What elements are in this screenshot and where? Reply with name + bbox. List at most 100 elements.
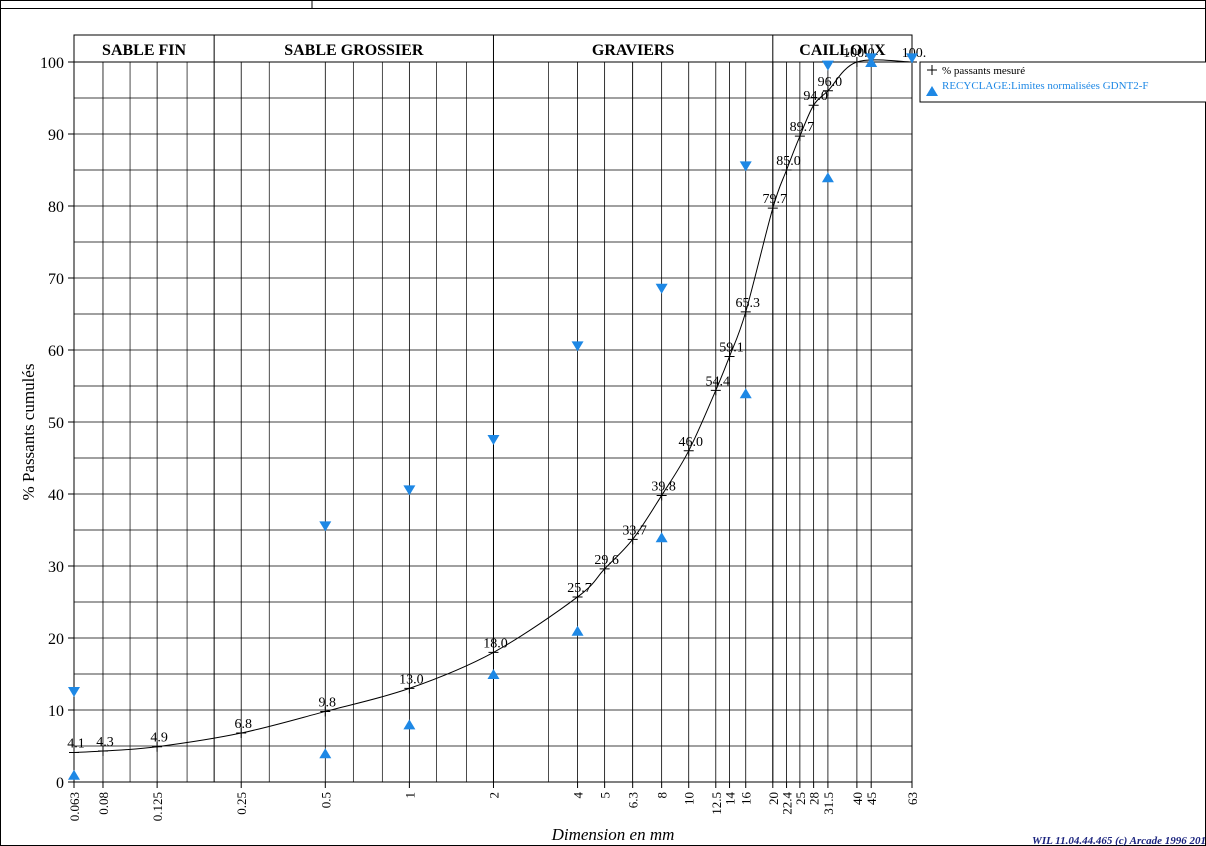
measured-point-label: 33.7: [622, 523, 647, 538]
x-tick-label: 28: [807, 792, 822, 805]
lower-limit-marker: [865, 57, 878, 67]
x-tick-label: 2: [486, 792, 501, 799]
x-tick-label: 0.5: [318, 792, 333, 808]
y-tick-label: 80: [48, 199, 64, 216]
y-tick-label: 10: [48, 703, 64, 720]
measured-point-label: 6.8: [234, 717, 252, 732]
measured-point-marker: [97, 746, 108, 757]
zone-header: SABLE FIN SABLE GROSSIER GRAVIERS CAILLOUX: [73, 35, 886, 782]
measured-point-marker: [627, 534, 638, 545]
zone-label: CAILLOUX: [799, 42, 886, 59]
x-tick-label: 12.5: [709, 792, 724, 815]
measured-point-label: 39.8: [651, 479, 676, 494]
measured-point-marker: [767, 203, 778, 214]
upper-limit-marker: [403, 485, 416, 496]
x-tick-label: 25: [793, 792, 808, 805]
x-tick-label: 6.3: [626, 792, 641, 808]
measured-point-label: 9.8: [319, 695, 337, 710]
x-axis-title: Dimension en mm: [551, 825, 675, 844]
measured-point-label: 89.7: [790, 120, 815, 135]
measured-point-marker: [152, 741, 163, 752]
x-tick-label: 14: [723, 792, 738, 806]
x-tick-label: 16: [739, 792, 754, 806]
y-tick-label: 40: [48, 487, 64, 504]
legend-marker-limits: [926, 86, 938, 96]
y-tick-label: 50: [48, 415, 64, 432]
lower-limit-marker: [571, 625, 584, 636]
upper-limit-marker: [487, 435, 500, 445]
lower-limit-marker: [821, 172, 834, 183]
measured-point-marker: [740, 306, 751, 317]
measured-point-marker: [404, 683, 415, 694]
upper-limit-marker: [821, 60, 834, 71]
x-tick-label: 10: [682, 792, 697, 805]
measured-point-label: 54.4: [706, 374, 731, 389]
measured-point-label: 94.0: [803, 89, 828, 104]
x-tick-label: 5: [598, 792, 613, 799]
y-axis-title: % Passants cumulés: [19, 364, 38, 501]
y-tick-label: 100: [40, 55, 64, 72]
zone-label: GRAVIERS: [592, 42, 675, 59]
measured-point-label: 85.0: [776, 154, 801, 169]
lower-limit-marker: [68, 769, 80, 780]
measured-point-marker: [656, 490, 667, 501]
lower-limit-marker: [739, 388, 752, 399]
upper-limit-marker: [68, 687, 80, 697]
measured-point-marker: [808, 100, 819, 111]
measured-point-marker: [781, 165, 792, 175]
x-tick-label: 63: [905, 792, 920, 805]
measured-point-marker: [822, 85, 833, 96]
measured-point-marker: [851, 57, 862, 67]
measured-point-label: 100.0: [843, 46, 875, 61]
legend-box: [919, 61, 1206, 103]
lower-limit-marker: [403, 719, 416, 730]
x-tick-label: 40: [850, 792, 865, 805]
measured-point-marker: [683, 445, 694, 456]
lower-limit-marker: [319, 748, 332, 759]
x-tick-label: 20: [766, 792, 781, 805]
legend: % passants mesuré RECYCLAGE:Limites norma…: [919, 61, 1206, 103]
measured-point-label: 4.3: [96, 735, 114, 750]
measured-point-label: 65.3: [735, 296, 760, 311]
series: 4.1 4.3 4.9 6.8 9.8 13.0 18.0 25.729.633.7 39.8 4…: [67, 46, 926, 780]
measured-curve: [73, 59, 913, 753]
upper-limit-marker: [739, 161, 752, 172]
measured-point-label: 59.1: [719, 340, 744, 355]
measured-point-marker: [236, 728, 247, 739]
y-tick-label: 90: [48, 127, 64, 144]
upper-limit-marker: [906, 53, 918, 64]
upper-limit-marker: [319, 521, 332, 532]
measured-point-label: 79.7: [763, 192, 788, 207]
x-tick-label: 1: [402, 792, 417, 799]
measured-point-marker: [599, 563, 610, 574]
measured-point-marker: [69, 747, 79, 758]
measured-point-marker: [572, 591, 583, 602]
x-tick-label: 0.25: [234, 792, 249, 815]
y-tick-label: 70: [48, 271, 64, 288]
x-tick-label: 0.125: [150, 792, 165, 821]
measured-point-marker: [794, 131, 805, 142]
upper-limit-marker: [655, 283, 668, 294]
x-tick-label: 8: [655, 792, 670, 799]
measured-point-marker: [488, 647, 499, 658]
measured-point-label: 4.1: [67, 736, 85, 751]
axes: 0 10 20 30 40 50 60 70 80 90 100 0.063 0.08 0.125 0.25…: [40, 34, 920, 821]
y-tick-label: 0: [56, 775, 64, 792]
legend-label-limits: RECYCLAGE:Limites normalisées GDNT2-F: [942, 80, 1149, 92]
measured-point-marker: [724, 351, 735, 362]
y-tick-label: 20: [48, 631, 64, 648]
measured-point-label: 46.0: [678, 435, 703, 450]
measured-point-label: 96.0: [818, 75, 843, 90]
zone-label: SABLE GROSSIER: [284, 42, 424, 59]
lower-limit-marker: [655, 532, 668, 543]
measured-point-label: 4.9: [150, 731, 168, 746]
x-tick-label: 0.08: [96, 792, 111, 815]
upper-limit-marker: [571, 341, 584, 352]
measured-point-label: 18.0: [483, 636, 508, 651]
y-tick-label: 30: [48, 559, 64, 576]
legend-label-measured: % passants mesuré: [942, 65, 1025, 77]
measured-point-label: 13.0: [399, 672, 424, 687]
x-tick-label: 0.063: [67, 792, 82, 821]
